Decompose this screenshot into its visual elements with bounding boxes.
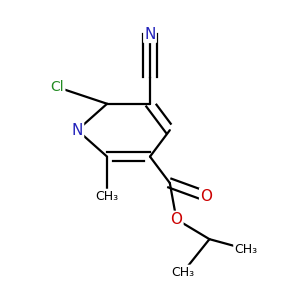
Text: CH₃: CH₃ — [95, 190, 119, 203]
Text: N: N — [72, 123, 83, 138]
Text: O: O — [200, 189, 212, 204]
Text: CH₃: CH₃ — [172, 266, 195, 279]
Text: O: O — [170, 212, 182, 227]
Text: N: N — [144, 27, 156, 42]
Text: Cl: Cl — [51, 80, 64, 94]
Text: CH₃: CH₃ — [234, 243, 257, 256]
